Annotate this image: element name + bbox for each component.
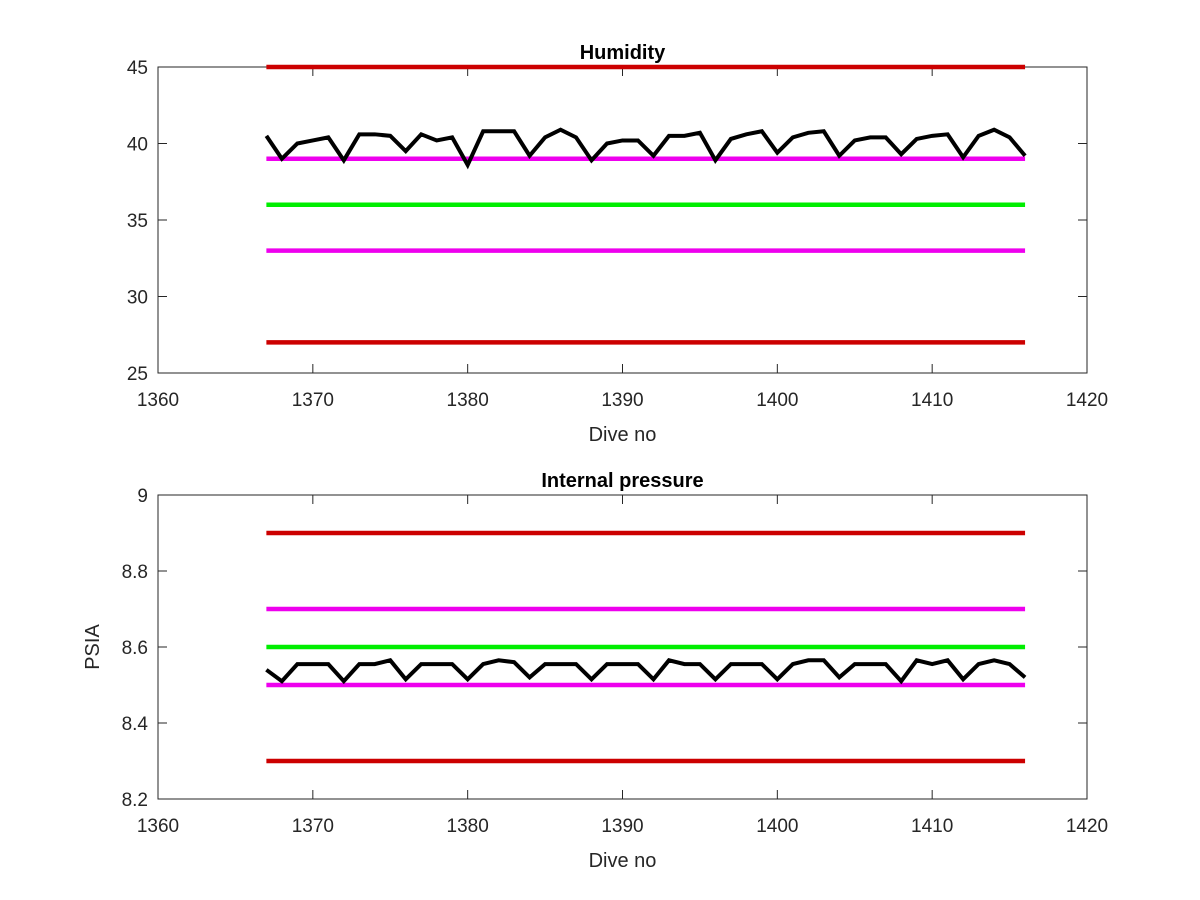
x-tick-label: 1370 [292,816,334,837]
x-tick-label: 1420 [1066,390,1108,411]
humidity-chart: 1360 1370 1380 1390 1400 1410 1420 25 30 35 40 45 Hu… [127,42,1108,446]
x-tick-label: 1400 [756,816,798,837]
y-tick-label: 8.4 [122,714,149,735]
y-axis-label: PSIA [82,624,104,670]
x-tick-label: 1370 [292,390,334,411]
y-tick-label: 35 [127,211,148,232]
x-tick-label: 1410 [911,390,953,411]
x-tick-label: 1380 [447,390,489,411]
internal-pressure-chart: 1360 1370 1380 1390 1400 1410 1420 8.2 8.4 8.6 8.8… [82,470,1108,872]
y-tick-label: 8.2 [122,790,148,811]
x-tick-label: 1390 [601,816,643,837]
axes-box [157,66,1088,374]
data-series-line [264,127,1027,170]
x-tick-label: 1420 [1066,816,1108,837]
y-tick-label: 9 [137,486,148,507]
y-tick-label: 30 [127,288,148,309]
x-axis-label: Dive no [589,850,657,872]
x-axis-label: Dive no [589,424,657,446]
chart-title: Humidity [580,42,666,64]
x-tick-label: 1390 [601,390,643,411]
y-tick-label: 40 [127,135,148,156]
chart-title: Internal pressure [541,470,703,492]
x-tick-label: 1410 [911,816,953,837]
x-tick-label: 1360 [137,390,179,411]
y-tick-label: 25 [127,364,148,385]
y-tick-label: 8.6 [122,638,148,659]
y-tick-label: 8.8 [122,562,148,583]
x-tick-label: 1400 [756,390,798,411]
x-tick-label: 1360 [137,816,179,837]
x-tick-label: 1380 [447,816,489,837]
y-tick-label: 45 [127,58,148,79]
data-series-line [265,658,1027,685]
